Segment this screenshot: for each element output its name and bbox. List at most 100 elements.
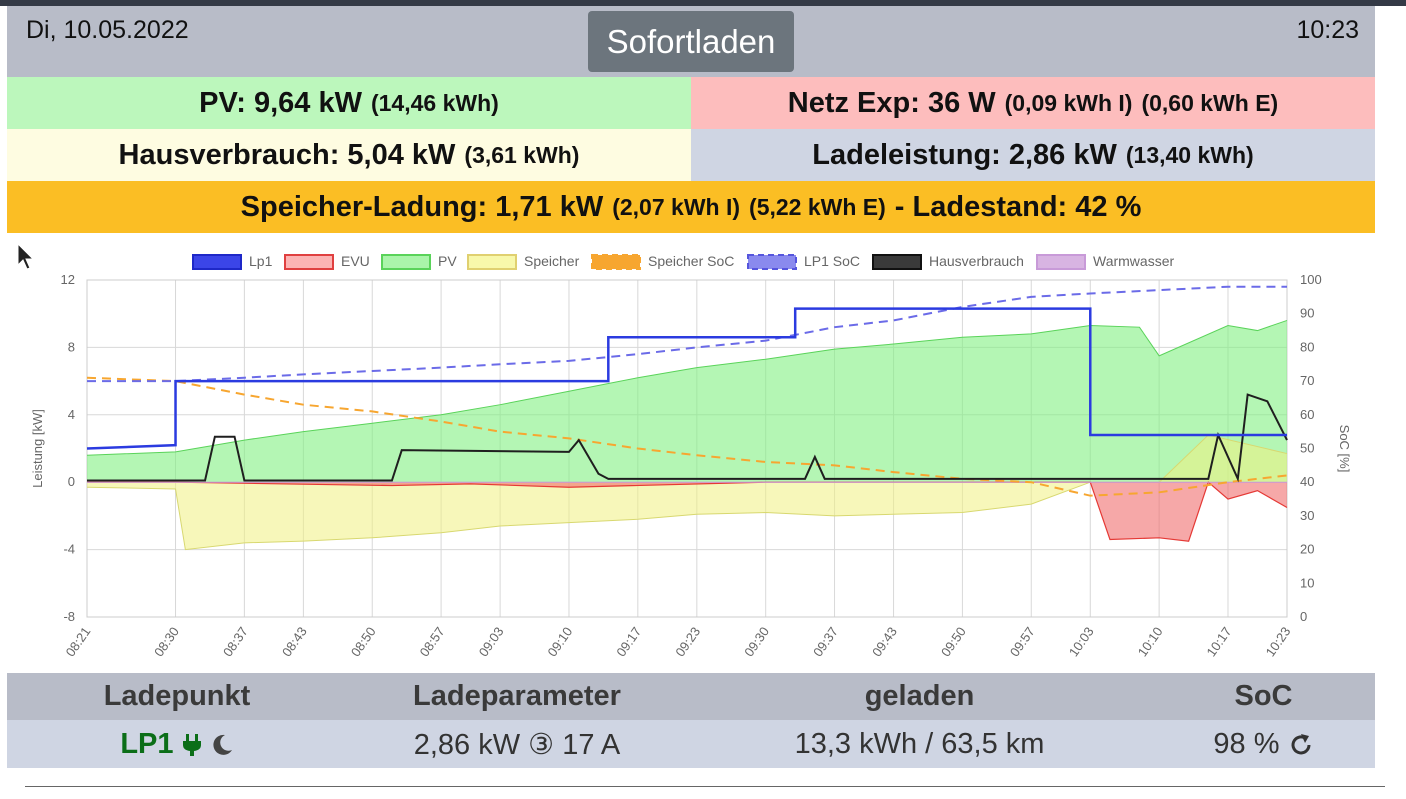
x-tick-label: 08:30: [151, 624, 182, 659]
mouse-cursor-icon: [17, 243, 35, 270]
loadpoint-row[interactable]: LP1 2,86 kW ③ 17 A 13,3 kWh / 63,5 km 98…: [7, 720, 1375, 768]
house-power: Hausverbrauch: 5,04 kW: [118, 138, 456, 171]
y2-tick-label: 80: [1300, 339, 1314, 354]
loadpoint-charged: 13,3 kWh / 63,5 km: [794, 727, 1045, 760]
loadpoint-name-cell[interactable]: LP1: [7, 728, 347, 761]
x-tick-label: 08:21: [63, 624, 94, 659]
y2-tick-label: 60: [1300, 407, 1314, 422]
x-tick-label: 10:10: [1135, 624, 1166, 659]
legend-label-speicher: Speicher: [524, 253, 580, 269]
y2-axis-label: SoC [%]: [1337, 425, 1352, 473]
legend-swatch-speicher: [467, 254, 517, 270]
date-label: Di, 10.05.2022: [26, 16, 189, 44]
legend-swatch-lp1: [192, 254, 242, 270]
col-header-soc: SoC: [1234, 680, 1293, 712]
col-header-loadpoint: Ladepunkt: [103, 680, 251, 712]
storage-soc: - Ladestand: 42 %: [894, 190, 1142, 223]
storage-power: Speicher-Ladung: 1,71 kW: [240, 190, 604, 223]
x-tick-label: 09:10: [544, 624, 575, 659]
y2-tick-label: 30: [1300, 508, 1314, 523]
y-tick-label: 4: [68, 407, 75, 422]
loadpoint-params: 2,86 kW ③ 17 A: [413, 728, 621, 761]
x-tick-label: 10:03: [1066, 624, 1097, 659]
top-bar: [0, 0, 1406, 6]
plug-icon: [182, 733, 201, 756]
grid-summary: Netz Exp: 36 W (0,09 kWh I) (0,60 kWh E): [691, 77, 1375, 129]
legend-label-evu: EVU: [341, 253, 370, 269]
legend-swatch-lp1-soc: [747, 254, 797, 270]
series-line-lp1-soc: [87, 285, 1287, 383]
legend-swatch-speicher-soc: [591, 254, 641, 270]
pv-summary: PV: 9,64 kW (14,46 kWh): [7, 77, 691, 129]
legend-swatch-hausverbrauch: [872, 254, 922, 270]
legend-label-lp1: Lp1: [249, 253, 273, 269]
y2-tick-label: 40: [1300, 474, 1314, 489]
y-tick-label: 12: [61, 272, 75, 287]
refresh-icon[interactable]: [1288, 732, 1314, 758]
legend-label-pv: PV: [438, 253, 457, 269]
y-tick-label: 8: [68, 339, 75, 354]
house-summary: Hausverbrauch: 5,04 kW (3,61 kWh): [7, 129, 691, 181]
x-tick-label: 09:50: [938, 624, 969, 659]
x-tick-label: 09:43: [869, 624, 900, 659]
grid-power: Netz Exp: 36 W: [787, 86, 996, 119]
pv-power: PV: 9,64 kW: [199, 86, 362, 119]
charge-summary: Ladeleistung: 2,86 kW (13,40 kWh): [691, 129, 1375, 181]
legend-label-warmwasser: Warmwasser: [1093, 253, 1174, 269]
charge-energy: (13,40 kWh): [1125, 141, 1254, 168]
col-header-parameters: Ladeparameter: [413, 680, 621, 712]
series-line-hausverbrauch: [87, 393, 1288, 483]
legend-swatch-evu: [284, 254, 334, 270]
y-tick-label: 0: [68, 474, 75, 489]
loadpoint-soc-cell[interactable]: 98 %: [1152, 728, 1375, 761]
y-tick-label: -4: [63, 542, 75, 557]
x-tick-label: 08:37: [220, 624, 251, 659]
pv-energy: (14,46 kWh): [370, 89, 499, 116]
grid-import: (0,09 kWh I): [1004, 89, 1133, 116]
x-tick-label: 09:17: [613, 624, 644, 659]
legend-swatch-pv: [381, 254, 431, 270]
loadpoint-table-header: Ladepunkt Ladeparameter geladen SoC: [7, 673, 1375, 720]
y2-tick-label: 10: [1300, 575, 1314, 590]
series-area-speicher: [87, 435, 1287, 550]
series-line-lp1: [86, 307, 1287, 450]
storage-summary: Speicher-Ladung: 1,71 kW (2,07 kWh I) (5,2…: [7, 181, 1375, 233]
loadpoint-name: LP1: [120, 727, 174, 760]
x-tick-label: 08:50: [348, 624, 379, 659]
storage-import: (2,07 kWh I): [612, 193, 741, 220]
x-tick-label: 08:43: [279, 624, 310, 659]
series-line-speicher-soc: [86, 376, 1288, 497]
y-axis-label: Leistung [kW]: [30, 409, 45, 488]
series-line-speicher: [86, 434, 1288, 551]
series-area-evu: [87, 482, 1287, 542]
x-tick-label: 09:30: [741, 624, 772, 659]
x-tick-label: 08:57: [417, 624, 448, 659]
legend-label-hausverbrauch: Hausverbrauch: [929, 253, 1024, 269]
house-energy: (3,61 kWh): [464, 141, 580, 168]
moon-icon: [213, 734, 232, 755]
col-header-charged: geladen: [864, 680, 975, 712]
y-tick-label: -8: [63, 609, 75, 624]
loadpoint-soc: 98 %: [1213, 727, 1280, 760]
y2-tick-label: 100: [1300, 272, 1322, 287]
y2-tick-label: 90: [1300, 306, 1314, 321]
storage-export: (5,22 kWh E): [749, 193, 886, 220]
y2-tick-label: 20: [1300, 542, 1314, 557]
legend-label-speicher-soc: Speicher SoC: [648, 253, 734, 269]
legend-swatch-warmwasser: [1036, 254, 1086, 270]
x-tick-label: 10:17: [1203, 624, 1234, 659]
grid-export: (0,60 kWh E): [1141, 89, 1279, 116]
time-label: 10:23: [1296, 16, 1359, 44]
x-tick-label: 10:23: [1263, 624, 1294, 659]
x-tick-label: 09:03: [476, 624, 507, 659]
series-area-pv: [87, 320, 1287, 483]
charge-mode-button[interactable]: Sofortladen: [588, 11, 794, 72]
series-line-pv: [86, 319, 1288, 456]
y2-tick-label: 0: [1300, 609, 1307, 624]
y2-tick-label: 70: [1300, 373, 1314, 388]
charge-power: Ladeleistung: 2,86 kW: [812, 138, 1117, 171]
x-tick-label: 09:37: [810, 624, 841, 659]
y2-tick-label: 50: [1300, 441, 1314, 456]
x-tick-label: 09:57: [1007, 624, 1038, 659]
